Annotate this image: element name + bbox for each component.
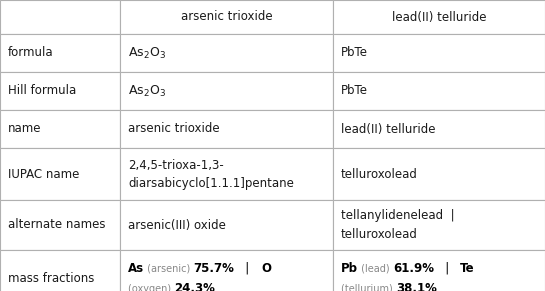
Text: arsenic trioxide: arsenic trioxide [181,10,272,24]
Text: tellanylidenelead  |
telluroxolead: tellanylidenelead | telluroxolead [341,210,455,240]
Text: arsenic trioxide: arsenic trioxide [128,123,220,136]
Bar [0,200,120,250]
Text: alternate names: alternate names [8,219,106,232]
Text: formula: formula [8,47,53,59]
Bar [0,148,120,200]
Text: Te: Te [460,262,475,275]
Text: telluroxolead: telluroxolead [341,168,418,180]
Text: PbTe: PbTe [341,47,368,59]
Text: 38.1%: 38.1% [396,282,437,291]
Text: (lead): (lead) [358,263,393,273]
Bar [0,72,120,110]
Text: mass fractions: mass fractions [8,272,94,285]
Bar [120,200,333,250]
Text: $\mathregular{As_2O_3}$: $\mathregular{As_2O_3}$ [128,84,166,99]
Text: 24.3%: 24.3% [174,282,215,291]
Text: $\mathregular{As_2O_3}$: $\mathregular{As_2O_3}$ [128,45,166,61]
Text: lead(II) telluride: lead(II) telluride [392,10,486,24]
Text: (tellurium): (tellurium) [341,284,396,291]
Text: arsenic(III) oxide: arsenic(III) oxide [128,219,226,232]
Bar [120,250,333,291]
Bar [120,72,333,110]
Text: |: | [434,262,460,275]
Text: (arsenic): (arsenic) [144,263,193,273]
Text: 61.9%: 61.9% [393,262,434,275]
Text: PbTe: PbTe [341,84,368,97]
Bar [333,200,545,250]
Text: As: As [128,262,144,275]
Text: 2,4,5-trioxa-1,3-
diarsabicyclo[1.1.1]pentane: 2,4,5-trioxa-1,3- diarsabicyclo[1.1.1]pe… [128,159,294,189]
Bar [120,34,333,72]
Text: Hill formula: Hill formula [8,84,76,97]
Bar [120,148,333,200]
Bar [120,0,333,34]
Bar [333,148,545,200]
Bar [0,34,120,72]
Text: Pb: Pb [341,262,358,275]
Bar [0,0,120,34]
Bar [333,34,545,72]
Text: name: name [8,123,41,136]
Bar [333,110,545,148]
Bar [333,0,545,34]
Bar [0,250,120,291]
Bar [333,250,545,291]
Text: O: O [261,262,271,275]
Bar [120,110,333,148]
Text: |: | [234,262,261,275]
Text: (oxygen): (oxygen) [128,284,174,291]
Text: lead(II) telluride: lead(II) telluride [341,123,435,136]
Text: 75.7%: 75.7% [193,262,234,275]
Bar [0,110,120,148]
Bar [333,72,545,110]
Text: IUPAC name: IUPAC name [8,168,80,180]
